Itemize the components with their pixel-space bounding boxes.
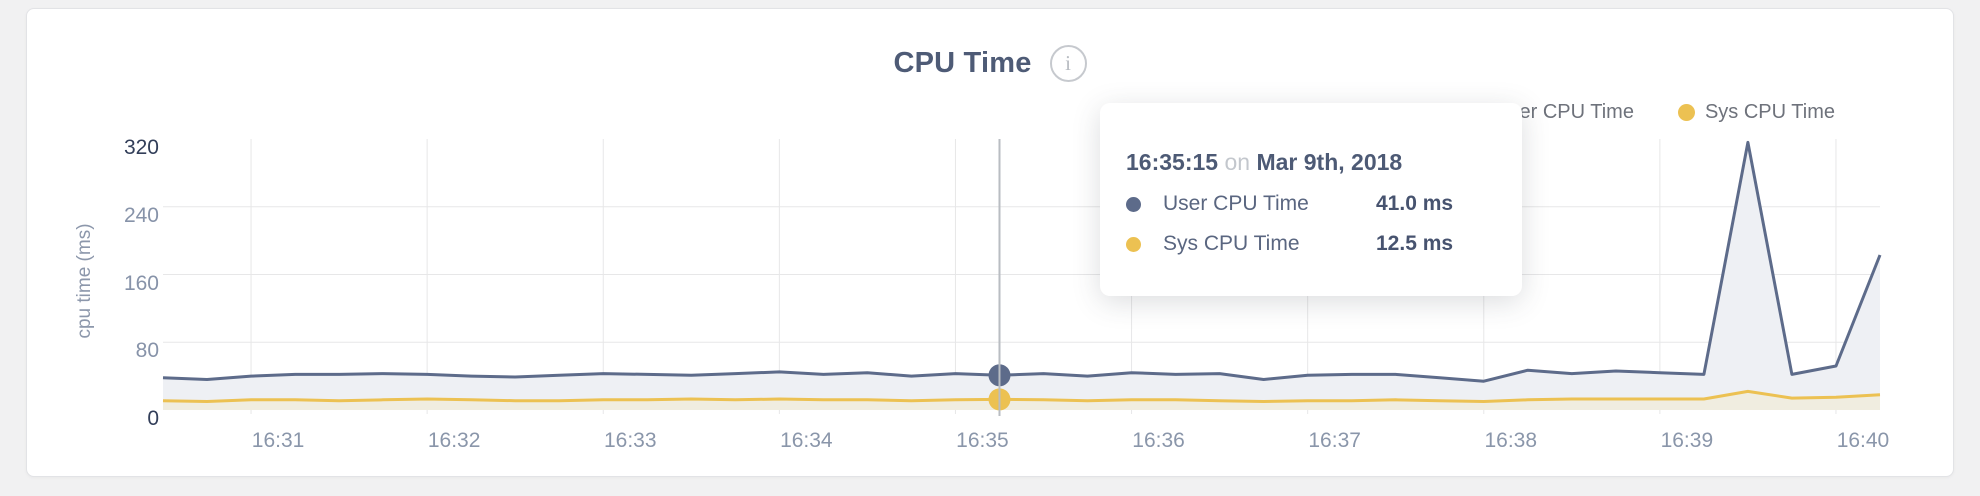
tooltip-row-user: User CPU Time 41.0 ms: [1126, 192, 1496, 216]
tooltip-user-value: 41.0 ms: [1376, 192, 1454, 215]
tooltip-row-sys: Sys CPU Time 12.5 ms: [1126, 232, 1496, 256]
tooltip-sys-value: 12.5 ms: [1376, 232, 1454, 255]
user-cpu-time-area: [163, 142, 1880, 410]
x-tick-label: 16:33: [603, 429, 657, 452]
tooltip-sys-label: Sys CPU Time: [1163, 232, 1300, 255]
legend-label: User CPU Time: [1495, 101, 1634, 123]
y-tick-label: 160: [123, 271, 159, 295]
x-tick-label: 16:39: [1660, 429, 1714, 452]
y-tick-label: 320: [123, 136, 159, 159]
x-tick-label: 16:31: [251, 429, 305, 452]
legend-item-sys-cpu-time[interactable]: Sys CPU Time: [1677, 101, 1835, 124]
chart-legend: User CPU Time Sys CPU Time: [1468, 101, 1835, 124]
y-tick-label: 0: [147, 407, 159, 430]
tooltip-connector: on: [1224, 149, 1251, 175]
chart-header: CPU Time i: [27, 45, 1953, 82]
user-cpu-time-line: [162, 140, 1882, 383]
x-tick-label: 16:34: [780, 429, 833, 452]
x-tick-label: 16:36: [1132, 429, 1185, 452]
tooltip-date: Mar 9th, 2018: [1256, 149, 1403, 175]
chart-tooltip: 16:35:15 on Mar 9th, 2018 User CPU Time …: [1100, 103, 1522, 296]
x-tick-label: 16:35: [956, 429, 1009, 452]
legend-label: Sys CPU Time: [1704, 101, 1835, 123]
y-tick-label: 240: [123, 203, 159, 227]
sys-series-dot-icon: [1126, 236, 1141, 252]
tooltip-user-label: User CPU Time: [1163, 192, 1309, 215]
tooltip-title: 16:35:15 on Mar 9th, 2018: [1126, 149, 1496, 176]
legend-dot-icon: [1677, 104, 1695, 121]
user-series-dot-icon: [1126, 196, 1141, 212]
tooltip-time: 16:35:15: [1126, 149, 1219, 175]
sys-cpu-time-line: [162, 389, 1881, 403]
x-tick-label: 16:40: [1836, 429, 1890, 452]
info-icon[interactable]: i: [1049, 45, 1087, 82]
x-tick-label: 16:37: [1308, 429, 1361, 452]
x-tick-label: 16:38: [1484, 429, 1538, 452]
y-tick-label: 80: [135, 339, 159, 363]
x-tick-label: 16:32: [427, 429, 481, 452]
chart-title: CPU Time: [893, 47, 1032, 79]
